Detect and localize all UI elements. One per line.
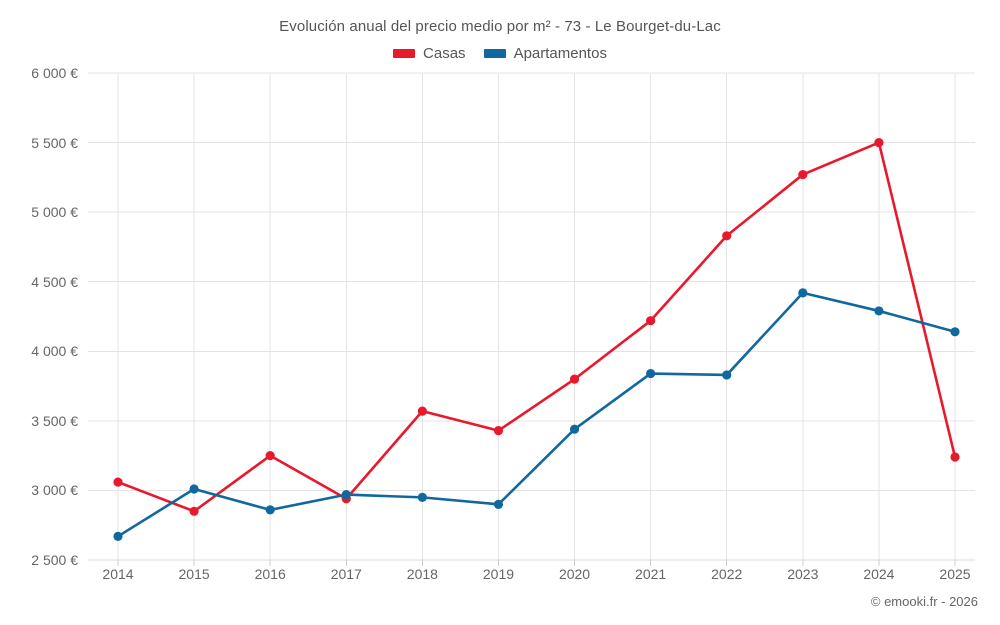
data-point-marker[interactable] xyxy=(113,531,123,541)
legend-label: Apartamentos xyxy=(513,45,607,62)
x-axis-tick-label: 2022 xyxy=(711,566,743,582)
x-axis-tick-label: 2016 xyxy=(254,566,286,582)
data-point-marker[interactable] xyxy=(265,505,275,515)
x-axis-tick-label: 2020 xyxy=(558,566,591,582)
x-axis: 2014 2015 2016 2017 2018 2019 2020 2021 2022 2023… xyxy=(88,566,975,590)
x-axis-tick-label: 2018 xyxy=(406,566,438,582)
data-point-marker[interactable] xyxy=(113,477,123,487)
x-axis-tick-label: 2025 xyxy=(939,566,971,582)
chart-legend: Casas Apartamentos xyxy=(0,45,1000,62)
legend-item-apartamentos[interactable]: Apartamentos xyxy=(483,45,607,62)
x-axis-tick-label: 2019 xyxy=(482,566,515,582)
page-title: Evolución anual del precio medio por m² … xyxy=(279,18,721,35)
data-point-marker[interactable] xyxy=(950,452,960,462)
y-axis: 6 000 € 5 500 € 5 000 € 4 500 € 4 000 € 3 500… xyxy=(0,0,78,625)
y-axis-tick-label: 5 500 € xyxy=(31,134,78,151)
data-point-marker[interactable] xyxy=(722,370,732,380)
data-point-marker[interactable] xyxy=(722,231,732,241)
legend-item-casas[interactable]: Casas xyxy=(393,45,466,62)
x-axis-tick-label: 2017 xyxy=(330,566,362,582)
data-point-marker[interactable] xyxy=(798,288,808,298)
data-point-marker[interactable] xyxy=(265,451,275,461)
data-point-marker[interactable] xyxy=(417,492,427,502)
footer-credit: © emooki.fr - 2026 xyxy=(870,594,978,609)
data-point-marker[interactable] xyxy=(189,506,199,516)
y-axis-tick-label: 6 000 € xyxy=(31,65,78,81)
data-point-marker[interactable] xyxy=(189,484,199,494)
y-axis-tick-label: 4 500 € xyxy=(31,273,78,290)
y-axis-tick-label: 2 500 € xyxy=(31,552,78,568)
data-point-marker[interactable] xyxy=(874,306,884,316)
y-axis-tick-label: 3 000 € xyxy=(31,482,78,499)
data-point-marker[interactable] xyxy=(493,499,504,509)
plot-area xyxy=(88,72,975,566)
data-point-marker[interactable] xyxy=(569,424,580,434)
data-point-marker[interactable] xyxy=(341,490,351,500)
data-point-marker[interactable] xyxy=(417,406,427,416)
series-line-apartamentos xyxy=(116,291,957,538)
data-point-marker[interactable] xyxy=(798,169,808,180)
line-swatch-icon xyxy=(393,49,416,58)
x-axis-tick-label: 2021 xyxy=(635,566,667,582)
x-axis-tick-label: 2014 xyxy=(102,566,134,582)
x-axis-tick-label: 2023 xyxy=(787,566,819,582)
x-axis-tick-label: 2015 xyxy=(178,566,210,582)
data-point-marker[interactable] xyxy=(950,327,960,337)
legend-label: Casas xyxy=(423,45,466,62)
x-axis-tick-label: 2024 xyxy=(863,566,895,582)
data-point-marker[interactable] xyxy=(646,316,656,326)
y-axis-tick-label: 5 000 € xyxy=(31,204,78,221)
data-point-marker[interactable] xyxy=(569,374,580,384)
data-point-marker[interactable] xyxy=(493,425,504,436)
data-point-marker[interactable] xyxy=(646,368,656,379)
y-axis-tick-label: 4 000 € xyxy=(31,343,78,360)
series-line-casas xyxy=(116,141,957,513)
plot-svg xyxy=(88,72,975,566)
y-axis-tick-label: 3 500 € xyxy=(31,412,78,429)
data-point-marker[interactable] xyxy=(874,137,884,148)
line-swatch-icon xyxy=(483,49,506,58)
